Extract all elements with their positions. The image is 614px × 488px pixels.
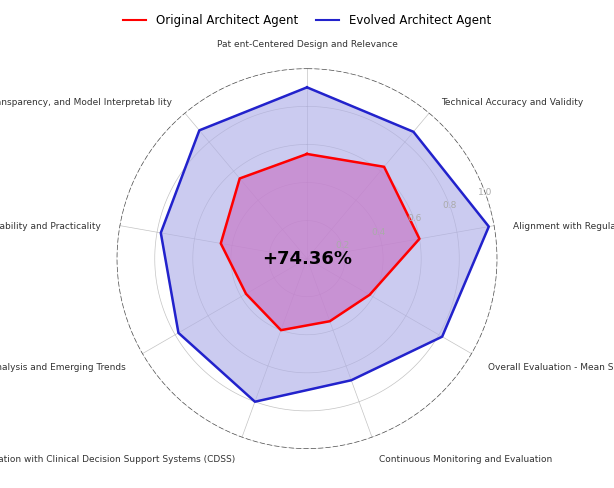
- Text: Explainability, Transparency, and Model Interpretab lity: Explainability, Transparency, and Model …: [0, 98, 173, 107]
- Text: Actionability and Practicality: Actionability and Practicality: [0, 223, 101, 231]
- Text: Integration with Clinical Decision Support Systems (CDSS): Integration with Clinical Decision Suppo…: [0, 455, 235, 465]
- Text: +74.36%: +74.36%: [262, 250, 352, 267]
- Text: Continuous Monitoring and Evaluation: Continuous Monitoring and Evaluation: [379, 455, 552, 465]
- Polygon shape: [221, 154, 419, 330]
- Text: Pat ent-Centered Design and Relevance: Pat ent-Centered Design and Relevance: [217, 41, 397, 49]
- Text: 0.4: 0.4: [371, 228, 386, 237]
- Text: Overall Evaluation - Mean Score: Overall Evaluation - Mean Score: [488, 363, 614, 372]
- Text: Alignment with Regulatory Requirements: Alignment with Regulatory Requirements: [513, 223, 614, 231]
- Text: Technical Accuracy and Validity: Technical Accuracy and Validity: [441, 98, 584, 107]
- Text: 1.0: 1.0: [478, 188, 492, 197]
- Text: Depth of Analysis and Emerging Trends: Depth of Analysis and Emerging Trends: [0, 364, 126, 372]
- Legend: Original Architect Agent, Evolved Architect Agent: Original Architect Agent, Evolved Archit…: [118, 9, 496, 32]
- Text: 0.2: 0.2: [336, 241, 350, 250]
- Text: 0.6: 0.6: [407, 215, 421, 224]
- Polygon shape: [161, 87, 489, 402]
- Text: 0.8: 0.8: [443, 201, 457, 210]
